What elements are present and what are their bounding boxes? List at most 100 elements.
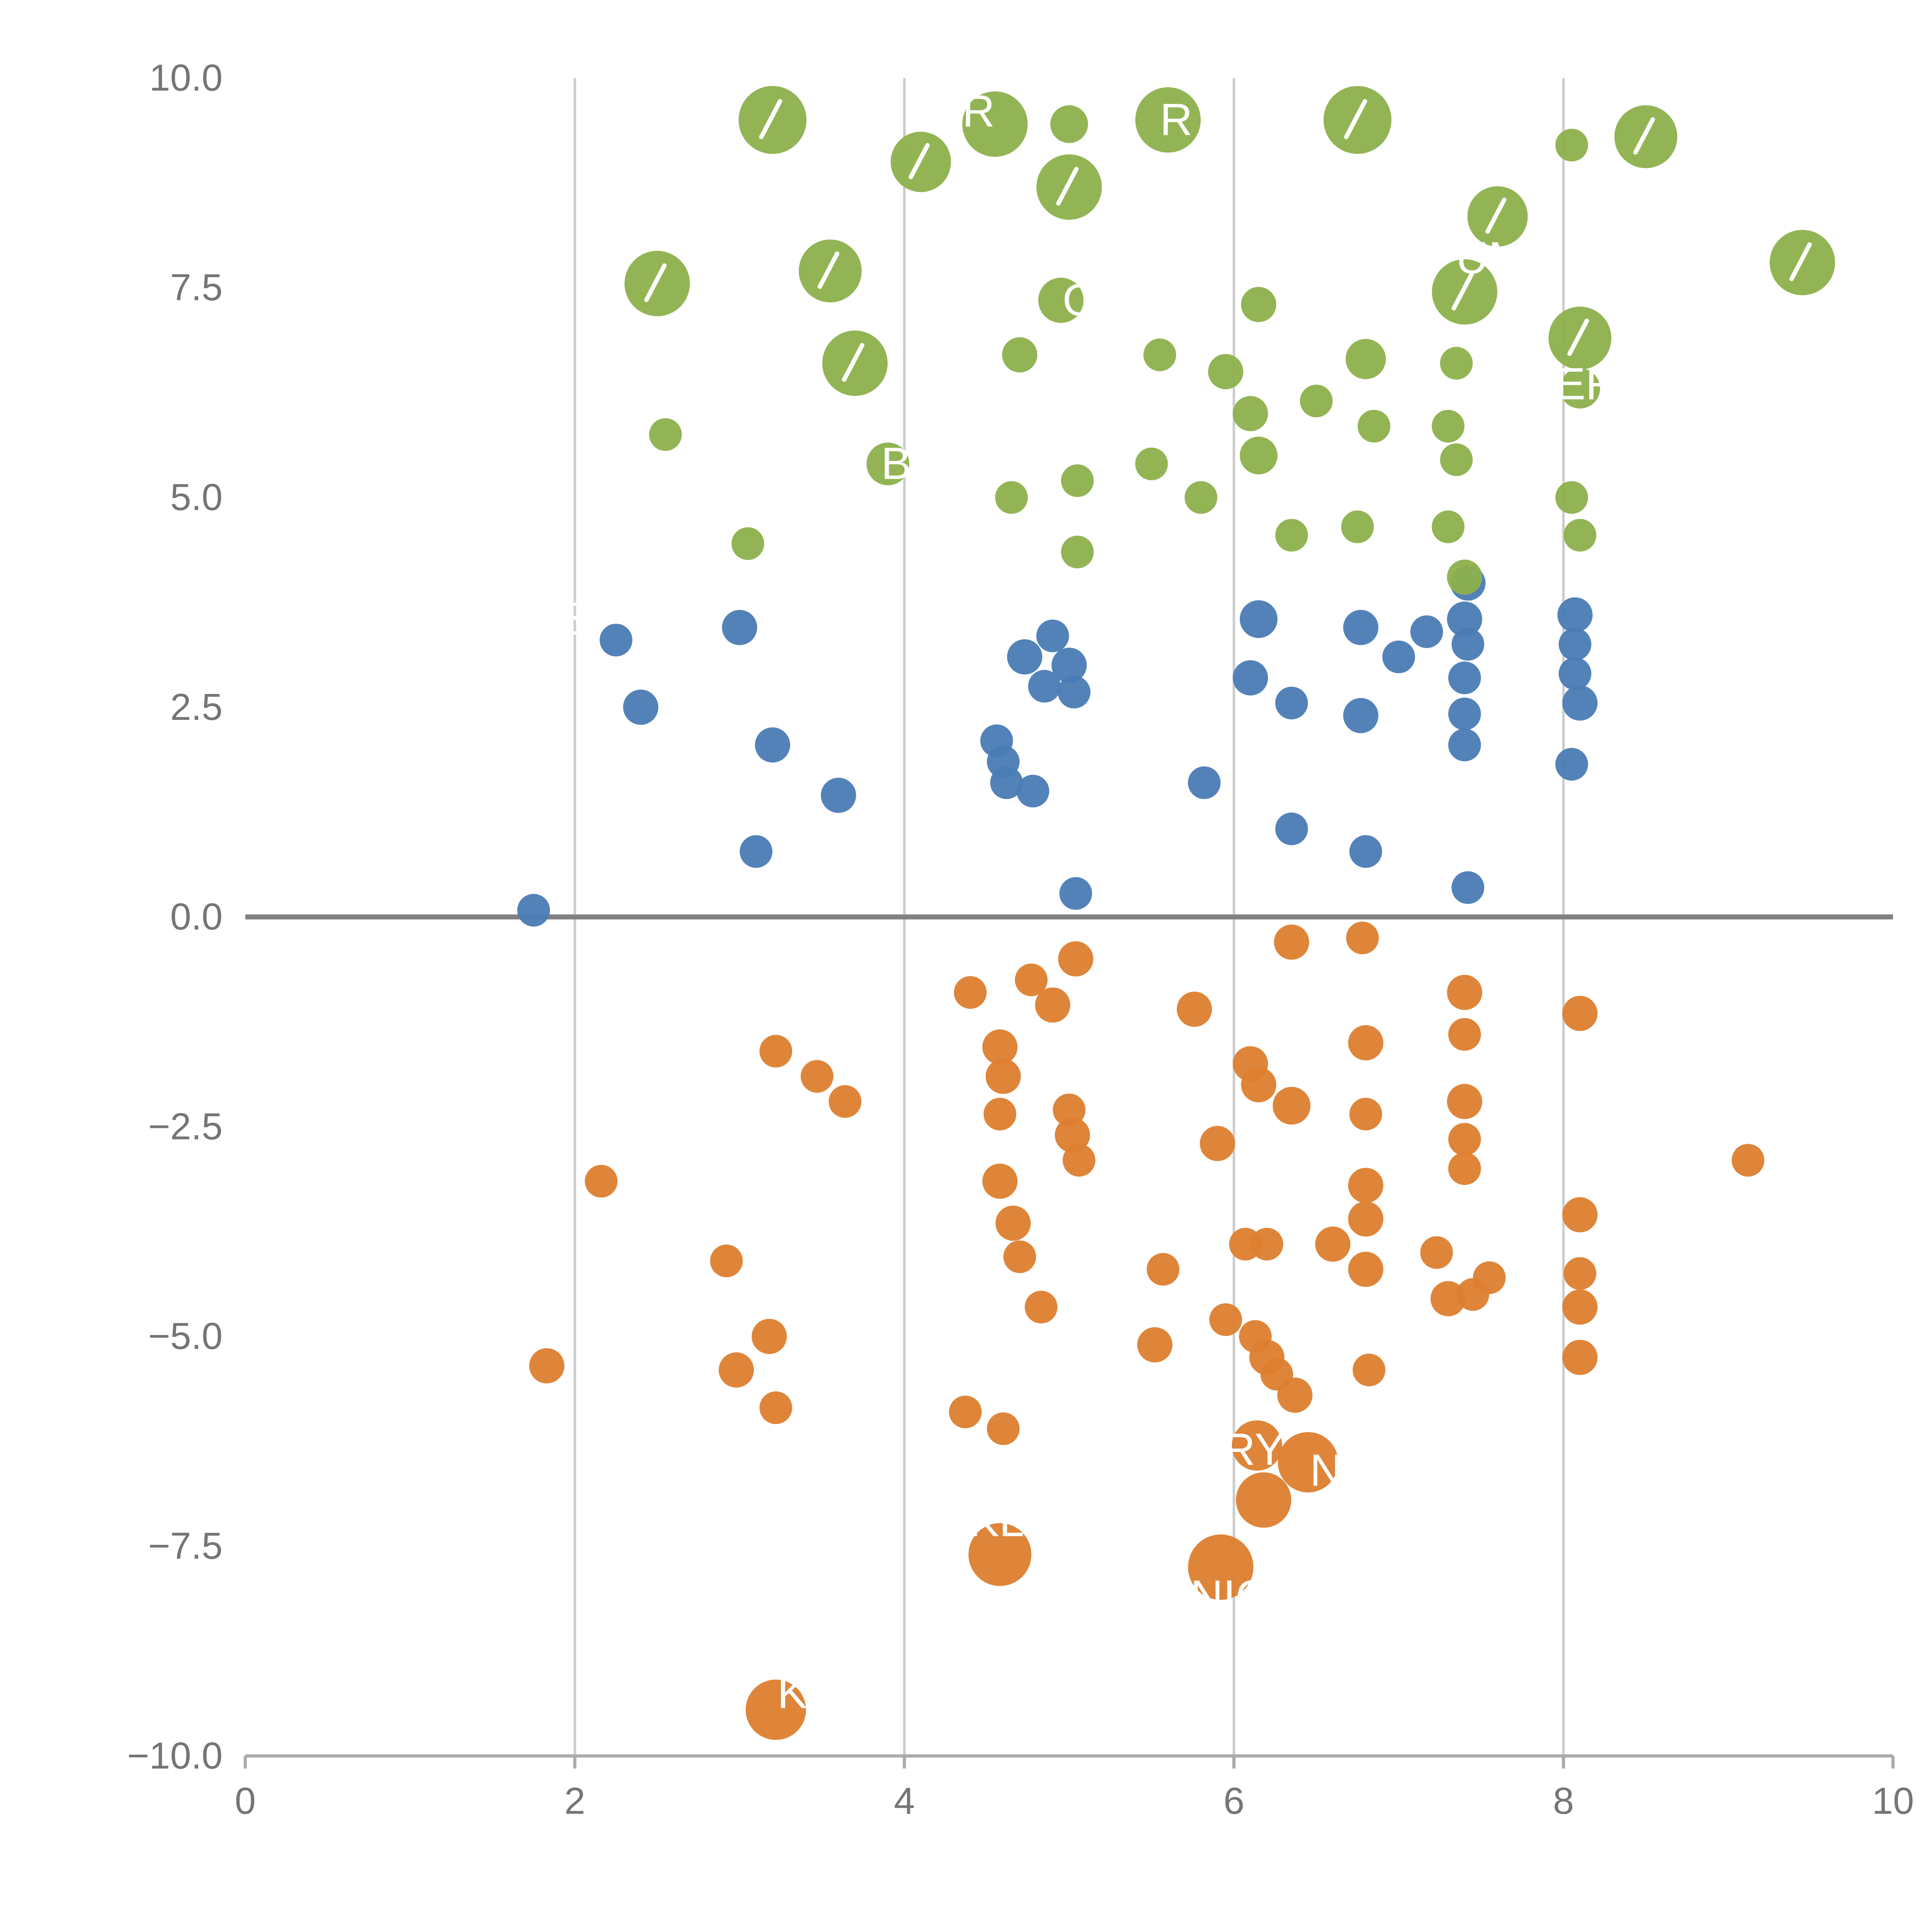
data-point-orange-series[interactable]	[1054, 1117, 1090, 1153]
data-point-orange-series[interactable]	[995, 1205, 1031, 1241]
data-point-green-series[interactable]	[1341, 510, 1374, 543]
data-point-orange-series[interactable]	[828, 1085, 862, 1118]
data-point-blue-series[interactable]	[1448, 697, 1481, 730]
data-point-blue-series[interactable]	[1275, 812, 1308, 845]
data-point-green-series[interactable]	[1241, 287, 1276, 322]
data-point-orange-series[interactable]	[1209, 1303, 1242, 1336]
data-point-green-series[interactable]	[1563, 519, 1597, 552]
data-point-green-series[interactable]	[866, 442, 910, 485]
data-point-orange-series[interactable]	[745, 1679, 806, 1740]
data-point-blue-series[interactable]	[755, 727, 790, 763]
data-point-green-series[interactable]	[1555, 481, 1588, 514]
data-point-blue-series[interactable]	[1448, 661, 1481, 694]
data-point-green-series[interactable]	[1560, 368, 1600, 409]
data-point-orange-series[interactable]	[710, 1244, 743, 1277]
data-point-orange-series[interactable]	[1063, 1144, 1095, 1177]
data-point-blue-series[interactable]	[821, 777, 856, 813]
data-point-blue-series[interactable]	[990, 766, 1023, 799]
data-point-blue-series[interactable]	[517, 894, 550, 927]
data-point-green-series[interactable]	[1275, 519, 1308, 552]
data-point-orange-series[interactable]	[1015, 963, 1048, 997]
data-point-orange-series[interactable]	[1348, 1201, 1384, 1237]
data-point-blue-series[interactable]	[1451, 871, 1485, 904]
data-point-orange-series[interactable]	[1473, 1261, 1506, 1294]
data-point-orange-series[interactable]	[1447, 1084, 1482, 1119]
data-point-blue-series[interactable]	[1557, 597, 1593, 633]
data-point-orange-series[interactable]	[1448, 1123, 1481, 1156]
data-point-orange-series[interactable]	[983, 1097, 1017, 1131]
data-point-blue-series[interactable]	[1028, 670, 1061, 703]
data-point-orange-series[interactable]	[759, 1035, 793, 1068]
data-point-orange-series[interactable]	[1448, 1152, 1481, 1185]
data-point-green-series[interactable]	[1555, 129, 1588, 162]
data-point-orange-series[interactable]	[1352, 1354, 1386, 1386]
data-point-blue-series[interactable]	[1382, 640, 1415, 673]
data-point-blue-series[interactable]	[1343, 698, 1379, 733]
data-point-orange-series[interactable]	[759, 1391, 793, 1424]
data-point-blue-series[interactable]	[1036, 619, 1069, 653]
data-point-orange-series[interactable]	[1058, 941, 1094, 977]
data-point-orange-series[interactable]	[1448, 1018, 1481, 1051]
data-point-orange-series[interactable]	[982, 1163, 1018, 1199]
data-point-blue-series[interactable]	[722, 610, 757, 645]
data-point-green-series[interactable]	[1038, 277, 1084, 323]
data-point-orange-series[interactable]	[752, 1319, 787, 1354]
data-point-green-series[interactable]	[1447, 560, 1482, 595]
data-point-orange-series[interactable]	[1315, 1226, 1350, 1262]
data-point-blue-series[interactable]	[1558, 657, 1592, 690]
data-point-blue-series[interactable]	[1410, 615, 1443, 648]
data-point-green-series[interactable]	[1208, 354, 1243, 389]
data-point-orange-series[interactable]	[1349, 1097, 1382, 1131]
data-point-green-series[interactable]	[1440, 347, 1473, 380]
data-point-green-series[interactable]	[1061, 536, 1094, 568]
data-point-green-series[interactable]	[1432, 410, 1465, 443]
data-point-orange-series[interactable]	[1003, 1240, 1036, 1273]
data-point-orange-series[interactable]	[1562, 1197, 1598, 1233]
data-point-blue-series[interactable]	[1240, 600, 1278, 638]
data-point-orange-series[interactable]	[1430, 1281, 1466, 1316]
data-point-blue-series[interactable]	[1349, 835, 1382, 868]
data-point-orange-series[interactable]	[1563, 1257, 1597, 1290]
data-point-green-series[interactable]	[1143, 338, 1176, 371]
data-point-orange-series[interactable]	[1241, 1067, 1276, 1102]
data-point-orange-series[interactable]	[1348, 1025, 1384, 1061]
data-point-orange-series[interactable]	[987, 1412, 1020, 1445]
data-point-orange-series[interactable]	[1562, 1340, 1598, 1375]
data-point-blue-series[interactable]	[1447, 601, 1482, 637]
data-point-orange-series[interactable]	[585, 1165, 618, 1198]
data-point-orange-series[interactable]	[968, 1523, 1032, 1586]
data-point-orange-series[interactable]	[1562, 1289, 1598, 1325]
data-point-orange-series[interactable]	[1035, 987, 1070, 1023]
data-point-blue-series[interactable]	[1448, 728, 1481, 762]
data-point-green-series[interactable]	[1050, 105, 1088, 143]
data-point-blue-series[interactable]	[1059, 877, 1092, 910]
data-point-orange-series[interactable]	[1177, 992, 1212, 1027]
data-point-orange-series[interactable]	[1348, 1252, 1384, 1287]
data-point-green-series[interactable]	[995, 481, 1028, 514]
data-point-orange-series[interactable]	[1346, 922, 1379, 954]
data-point-blue-series[interactable]	[1188, 766, 1221, 799]
data-point-orange-series[interactable]	[982, 1029, 1018, 1065]
data-point-blue-series[interactable]	[1051, 648, 1087, 683]
data-point-orange-series[interactable]	[954, 976, 987, 1009]
data-point-green-series[interactable]	[1300, 384, 1333, 418]
data-point-green-series[interactable]	[1061, 464, 1094, 497]
data-point-green-series[interactable]	[1233, 396, 1268, 431]
data-point-orange-series[interactable]	[1053, 1094, 1086, 1126]
data-point-green-series[interactable]	[1432, 510, 1465, 543]
data-point-green-series[interactable]	[1440, 443, 1473, 476]
data-point-orange-series[interactable]	[1348, 1168, 1384, 1203]
data-point-orange-series[interactable]	[1420, 1236, 1453, 1269]
data-point-orange-series[interactable]	[1200, 1126, 1235, 1161]
data-point-blue-series[interactable]	[1007, 639, 1043, 675]
data-point-blue-series[interactable]	[1275, 687, 1308, 719]
data-point-orange-series[interactable]	[1236, 1472, 1291, 1528]
data-point-orange-series[interactable]	[1188, 1534, 1253, 1600]
data-point-blue-series[interactable]	[1343, 610, 1379, 645]
data-point-blue-series[interactable]	[1555, 748, 1588, 781]
data-point-orange-series[interactable]	[949, 1395, 982, 1429]
data-point-blue-series[interactable]	[623, 689, 658, 725]
data-point-green-series[interactable]	[1240, 437, 1278, 474]
data-point-green-series[interactable]	[1345, 339, 1386, 379]
data-point-orange-series[interactable]	[985, 1059, 1021, 1094]
